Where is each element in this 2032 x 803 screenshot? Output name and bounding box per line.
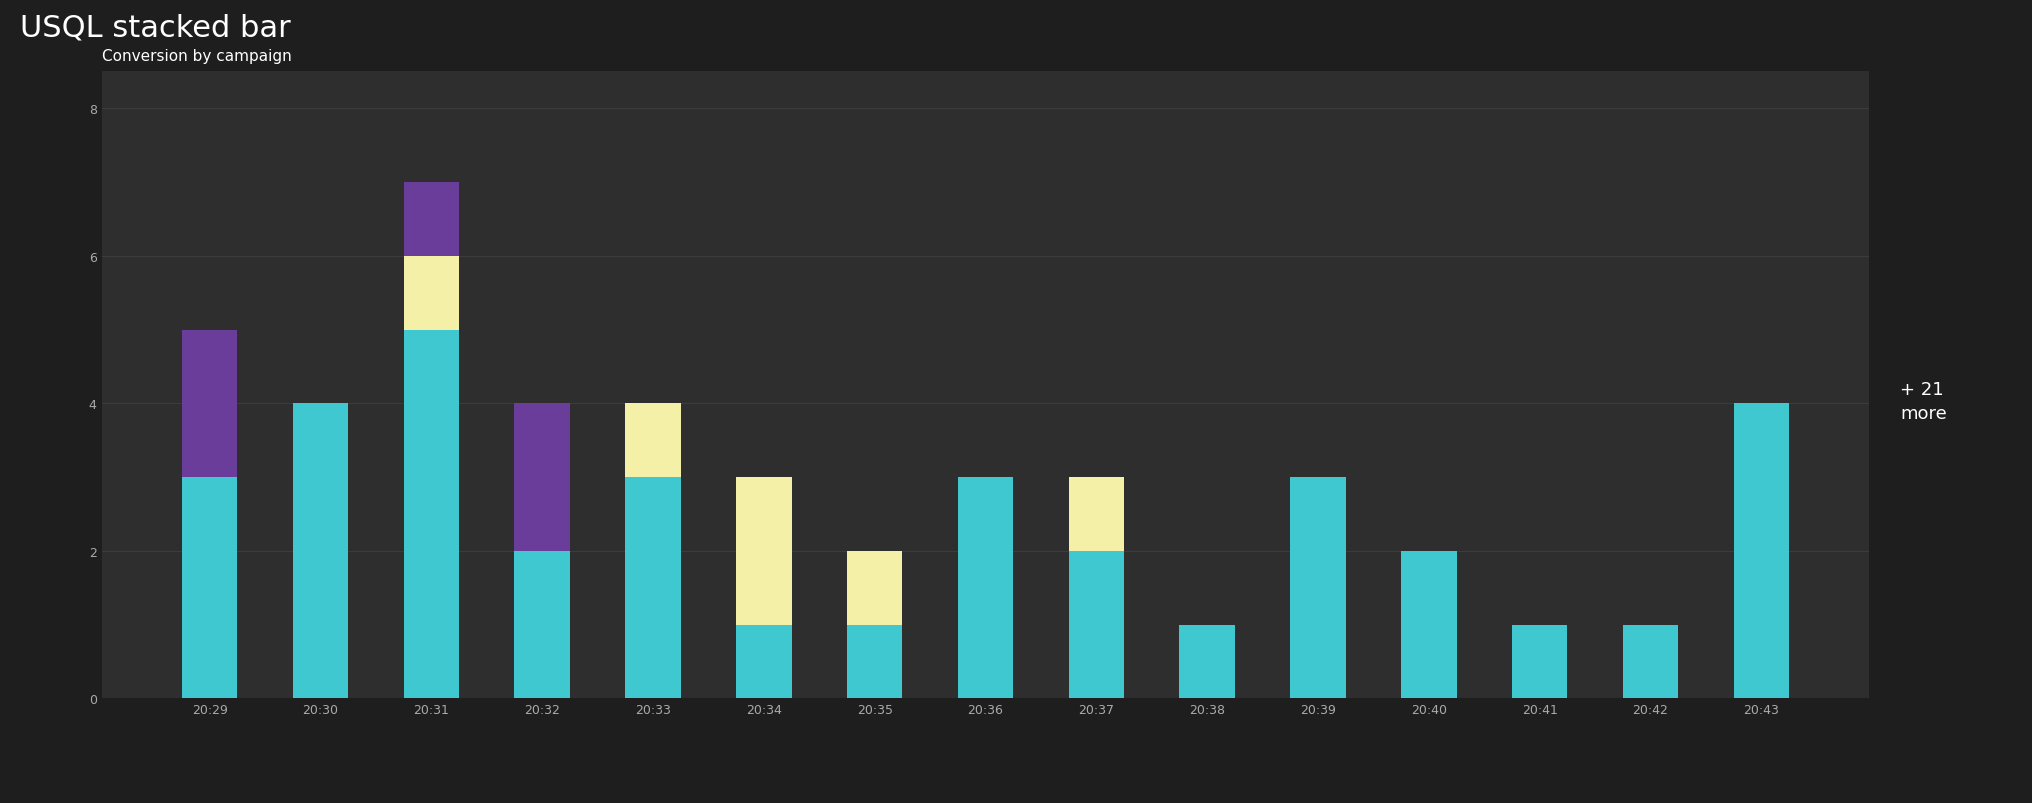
Bar bbox=[1179, 625, 1235, 699]
Bar bbox=[404, 256, 459, 330]
Bar bbox=[1402, 551, 1457, 699]
Bar bbox=[626, 478, 681, 699]
Bar bbox=[183, 478, 238, 699]
Bar bbox=[736, 478, 792, 625]
Bar bbox=[1069, 551, 1124, 699]
Bar bbox=[514, 404, 569, 551]
Bar bbox=[293, 404, 347, 699]
Bar bbox=[847, 625, 902, 699]
Bar bbox=[1624, 625, 1678, 699]
Bar bbox=[1512, 625, 1567, 699]
Text: Conversion by campaign: Conversion by campaign bbox=[102, 49, 291, 64]
Bar bbox=[404, 183, 459, 256]
Bar bbox=[514, 551, 569, 699]
Bar bbox=[404, 330, 459, 699]
Bar bbox=[1069, 478, 1124, 551]
Bar bbox=[736, 625, 792, 699]
Bar bbox=[1733, 404, 1788, 699]
Bar bbox=[847, 551, 902, 625]
Bar bbox=[626, 404, 681, 478]
Text: USQL stacked bar: USQL stacked bar bbox=[20, 14, 291, 43]
Bar bbox=[957, 478, 1014, 699]
Bar bbox=[1290, 478, 1345, 699]
Text: + 21
more: + 21 more bbox=[1900, 381, 1947, 422]
Bar bbox=[183, 330, 238, 478]
